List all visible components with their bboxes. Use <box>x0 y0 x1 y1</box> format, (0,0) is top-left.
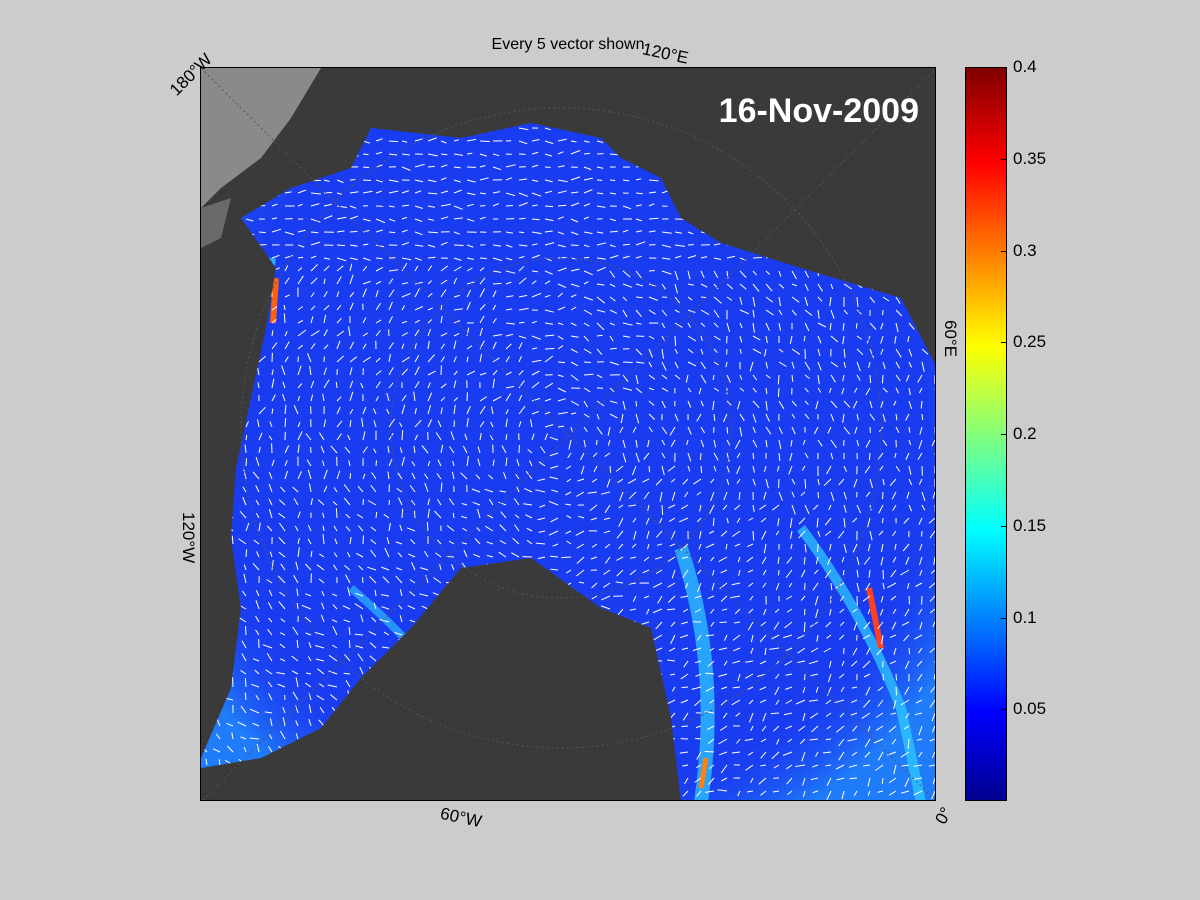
lon-label-0: 0° <box>931 803 956 828</box>
hotspot-3 <box>698 757 709 789</box>
colorbar-tick-label: 0.25 <box>1000 332 1046 352</box>
map-plot: 16-Nov-2009 <box>200 67 936 801</box>
map-canvas <box>201 68 935 800</box>
light-land-topleft <box>201 68 321 208</box>
date-stamp: 16-Nov-2009 <box>718 92 919 130</box>
hotspot-2 <box>270 277 279 324</box>
colorbar-tick-label: 0.3 <box>1001 241 1037 261</box>
colorbar-tick-label: 0.4 <box>1001 57 1037 77</box>
ocean-region <box>201 123 935 800</box>
hotspot-1 <box>866 587 884 649</box>
colorbar-tick-label: 0.35 <box>1000 149 1046 169</box>
lon-label-60e: 60°E <box>941 320 960 358</box>
colorbar-ticks: 0.4 0.35 0.3 0.25 0.2 0.15 0.1 0.05 <box>1000 57 1087 801</box>
current-streak-2 <box>796 525 926 800</box>
map-title: Every 5 vector shown <box>491 36 645 53</box>
colorbar-tick-label: 0.05 <box>1000 699 1046 719</box>
graticule <box>201 68 935 800</box>
colorbar <box>965 67 1007 801</box>
colorbar-tick-label: 0.2 <box>1001 424 1037 444</box>
colorbar-tick-label: 0.1 <box>1001 608 1037 628</box>
lon-label-60w: 60°W <box>438 803 484 832</box>
colorbar-tick-label: 0.15 <box>1000 516 1046 536</box>
lon-label-120w: 120°W <box>179 512 198 564</box>
light-land-left <box>201 198 231 248</box>
